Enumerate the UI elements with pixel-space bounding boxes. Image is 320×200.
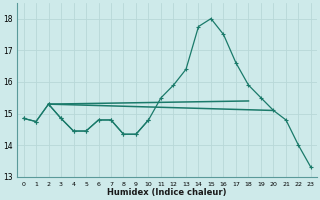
X-axis label: Humidex (Indice chaleur): Humidex (Indice chaleur) xyxy=(108,188,227,197)
